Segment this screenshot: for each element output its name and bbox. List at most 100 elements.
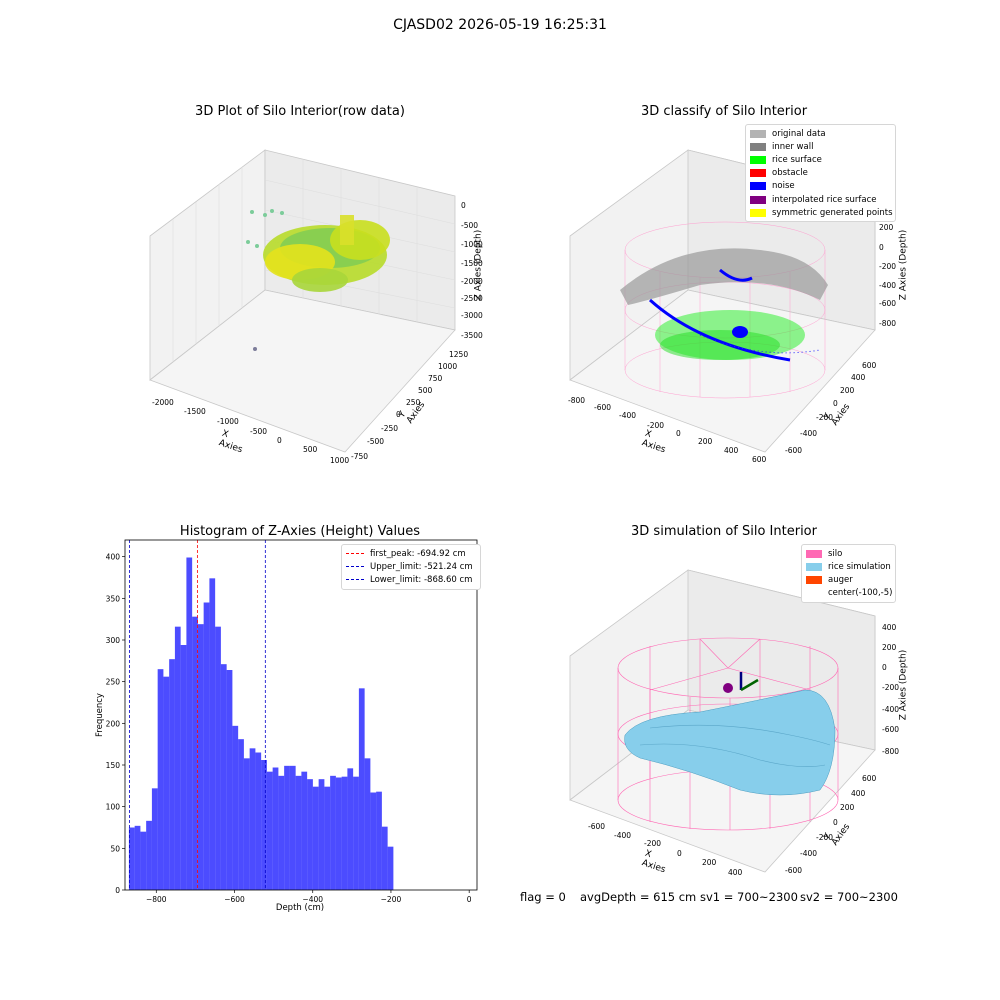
histogram-bar xyxy=(163,676,170,890)
histogram-bar xyxy=(186,557,193,890)
histogram-ytick-label: 400 xyxy=(106,553,121,562)
histogram-bar xyxy=(146,820,152,890)
simulation-ytick: 400 xyxy=(851,789,866,798)
raw-xtick: 0 xyxy=(277,436,282,445)
histogram-xticks: −800 −600 −400 −200 0 xyxy=(146,890,472,904)
status-sv1: sv1 = 700~2300 xyxy=(700,890,798,904)
simulation-ztick: -800 xyxy=(882,747,899,756)
classify-ztick: -400 xyxy=(879,281,896,290)
classify-ztick: 200 xyxy=(879,223,894,232)
classify-xtick: 0 xyxy=(676,429,681,438)
raw-ytick: -500 xyxy=(367,437,384,446)
histogram-yticks: 0 50 100 150 200 250 300 350 400 xyxy=(106,553,125,895)
histogram-bars xyxy=(128,557,394,890)
histogram-bar xyxy=(215,626,221,890)
histogram-bar xyxy=(197,624,204,890)
histogram-bar xyxy=(128,827,135,890)
legend-entry: Upper_limit: -521.24 cm xyxy=(346,560,476,573)
histogram-xtick-label: −200 xyxy=(381,895,402,904)
simulation-ztick: -400 xyxy=(882,705,899,714)
histogram-bar xyxy=(174,626,181,890)
raw-xtick: -2000 xyxy=(152,398,174,407)
classify-ytick: 200 xyxy=(840,386,855,395)
histogram-ytick-label: 250 xyxy=(106,678,121,687)
histogram-ytick-label: 350 xyxy=(106,594,121,603)
histogram-bar xyxy=(261,760,267,890)
raw-xtick: -500 xyxy=(250,427,267,436)
classify-xtick: 200 xyxy=(698,437,713,446)
histogram-bar xyxy=(192,616,198,890)
simulation-xtick: -400 xyxy=(614,831,631,840)
histogram-ytick-label: 0 xyxy=(115,886,120,895)
simulation-ytick: -600 xyxy=(785,866,802,875)
classify-ytick: -400 xyxy=(800,429,817,438)
simulation-ztick: 400 xyxy=(882,623,897,632)
classify-xlabel: X Axies xyxy=(640,428,667,456)
simulation-xtick: -200 xyxy=(644,839,661,848)
histogram-xtick-label: −800 xyxy=(146,895,167,904)
histogram-frame xyxy=(124,539,478,891)
legend-entry: Lower_limit: -868.60 cm xyxy=(346,573,476,586)
raw-xlabel: X Axies xyxy=(217,428,244,456)
simulation-xtick: -600 xyxy=(588,822,605,831)
raw-3d-grid xyxy=(172,159,456,362)
histogram-bar xyxy=(364,758,371,890)
histogram-xtick-label: −600 xyxy=(224,895,245,904)
raw-xtick: 1000 xyxy=(330,456,349,465)
histogram-bar xyxy=(347,768,354,890)
classify-points xyxy=(620,248,828,362)
status-sv2: sv2 = 700~2300 xyxy=(800,890,898,904)
histogram-bar xyxy=(353,776,359,890)
classify-ytick: 600 xyxy=(862,361,877,370)
histogram-bar xyxy=(238,739,244,890)
simulation-zlabel: Z Axies (Depth) xyxy=(898,649,909,721)
histogram-bar xyxy=(151,788,158,890)
silo-wireframe xyxy=(617,637,839,831)
legend-entry: silo xyxy=(806,547,891,560)
raw-xtick: -1000 xyxy=(217,417,239,426)
histogram-xlabel: Depth (cm) xyxy=(275,903,325,913)
histogram-bar xyxy=(370,792,377,890)
histogram-bar xyxy=(335,777,342,890)
classify-ztick: 0 xyxy=(879,243,884,252)
classify-ztick: -800 xyxy=(879,319,896,328)
figure-title: CJASD02 2026-05-19 16:25:31 xyxy=(393,17,607,33)
classify-ylabel: Y Axies xyxy=(821,402,853,428)
histogram-bar xyxy=(307,779,313,890)
classify-xtick: -200 xyxy=(647,421,664,430)
legend-entry: rice simulation xyxy=(806,560,891,573)
simulation-xlabel: X Axies xyxy=(640,848,667,876)
legend-entry: noise xyxy=(750,180,891,193)
histogram-vlines xyxy=(129,540,266,890)
histogram-legend: first_peak: -694.92 cm Upper_limit: -521… xyxy=(341,544,481,590)
status-flag: flag = 0 xyxy=(520,890,566,904)
legend-entry: interpolated rice surface xyxy=(750,193,891,206)
classify-ytick: 400 xyxy=(851,373,866,382)
simulation-ytick: 600 xyxy=(862,774,877,783)
histogram-bar xyxy=(272,767,279,890)
histogram-bar xyxy=(209,578,216,890)
simulation-ytick: 200 xyxy=(840,803,855,812)
raw-ytick: 1000 xyxy=(438,362,457,371)
histogram-bar xyxy=(330,775,336,890)
histogram-bar xyxy=(157,669,164,890)
raw-ztick: -3500 xyxy=(461,331,483,340)
simulation-xtick: 200 xyxy=(702,858,717,867)
histogram-ytick-label: 150 xyxy=(106,761,121,770)
rice-simulation-surface xyxy=(624,689,836,796)
simulation-ylabel: Y Axies xyxy=(821,822,853,848)
histogram-ytick-label: 300 xyxy=(106,636,121,645)
raw-xtick: -1500 xyxy=(184,407,206,416)
status-avg-depth: avgDepth = 615 cm xyxy=(580,890,697,904)
simulation-ztick: 0 xyxy=(882,663,887,672)
simulation-legend: silo rice simulation auger center(-100,-… xyxy=(801,544,896,603)
legend-entry: inner wall xyxy=(750,140,891,153)
raw-ylabel: Y Axies xyxy=(396,400,428,426)
raw-ytick: 500 xyxy=(418,386,433,395)
simulation-xtick: 0 xyxy=(677,849,682,858)
histogram-ylabel: Frequency xyxy=(95,693,105,737)
simulation-ztick: 200 xyxy=(882,643,897,652)
histogram-bar xyxy=(278,775,285,890)
simulation-ytick: -400 xyxy=(800,849,817,858)
classify-legend: original data inner wall rice surface ob… xyxy=(745,124,896,223)
